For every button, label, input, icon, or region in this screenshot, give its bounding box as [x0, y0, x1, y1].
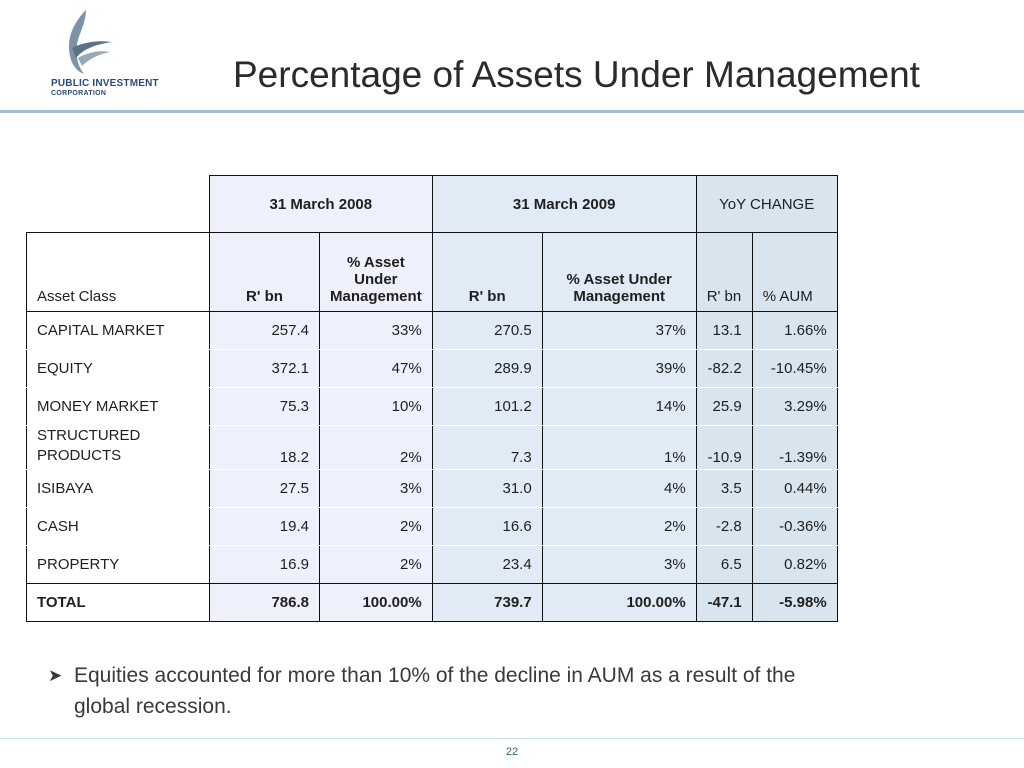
rbn-2009-cell: 7.3: [431, 425, 543, 470]
pct-yoy-cell: 0.82%: [751, 545, 838, 584]
company-logo: PUBLIC INVESTMENT CORPORATION: [26, 8, 176, 104]
table-row: PROPERTY 16.9 2% 23.4 3% 6.5 0.82%: [26, 545, 838, 584]
pct-2009-cell: 1%: [541, 425, 697, 470]
col-pct-aum-yoy: % AUM: [751, 232, 838, 312]
pct-2008-cell: 33%: [319, 311, 433, 350]
col-rbn-2008: R' bn: [209, 232, 320, 312]
asset-class-cell: ISIBAYA: [26, 469, 210, 508]
pct-2009-cell: 37%: [541, 311, 697, 350]
table-row: EQUITY 372.1 47% 289.9 39% -82.2 -10.45%: [26, 349, 838, 388]
rbn-2008-cell: 16.9: [209, 545, 320, 584]
total-rbn-yoy-cell: -47.1: [695, 583, 753, 622]
rbn-2009-cell: 23.4: [431, 545, 543, 584]
col-asset-class: Asset Class: [26, 232, 210, 312]
pct-2008-cell: 2%: [319, 425, 433, 470]
total-pct-2008-cell: 100.00%: [319, 583, 433, 622]
col-pct-aum-2008: % Asset Under Management: [319, 232, 433, 312]
pct-yoy-cell: -10.45%: [751, 349, 838, 388]
col-rbn-yoy: R' bn: [695, 232, 753, 312]
pct-yoy-cell: 1.66%: [751, 311, 838, 350]
table-row: ISIBAYA 27.5 3% 31.0 4% 3.5 0.44%: [26, 469, 838, 508]
total-rbn-2009-cell: 739.7: [431, 583, 543, 622]
pct-2009-cell: 14%: [541, 387, 697, 426]
col-rbn-2009: R' bn: [431, 232, 543, 312]
logo-swoosh-icon: [68, 10, 112, 74]
pct-2008-cell: 2%: [319, 507, 433, 546]
pct-2008-cell: 47%: [319, 349, 433, 388]
rbn-2008-cell: 257.4: [209, 311, 320, 350]
rbn-2008-cell: 18.2: [209, 425, 320, 470]
total-pct-2009-cell: 100.00%: [541, 583, 697, 622]
rbn-2009-cell: 289.9: [431, 349, 543, 388]
pct-yoy-cell: 0.44%: [751, 469, 838, 508]
yoy-change-header: YoY CHANGE: [695, 175, 838, 233]
table-period-header-row: 31 March 2008 31 March 2009 YoY CHANGE: [27, 175, 838, 233]
rbn-2009-cell: 270.5: [431, 311, 543, 350]
pct-2008-cell: 3%: [319, 469, 433, 508]
period-2008-header: 31 March 2008: [209, 175, 433, 233]
table-total-row: TOTAL 786.8 100.00% 739.7 100.00% -47.1 …: [26, 583, 838, 622]
rbn-2009-cell: 31.0: [431, 469, 543, 508]
rbn-2009-cell: 101.2: [431, 387, 543, 426]
page-title: Percentage of Assets Under Management: [233, 54, 920, 95]
rbn-yoy-cell: 25.9: [695, 387, 753, 426]
pct-2009-cell: 2%: [541, 507, 697, 546]
footer-divider: [0, 738, 1024, 739]
pct-yoy-cell: -0.36%: [751, 507, 838, 546]
table-row: CAPITAL MARKET 257.4 33% 270.5 37% 13.1 …: [26, 311, 838, 350]
rbn-2009-cell: 16.6: [431, 507, 543, 546]
total-rbn-2008-cell: 786.8: [209, 583, 320, 622]
pct-2009-cell: 39%: [541, 349, 697, 388]
pct-2008-cell: 2%: [319, 545, 433, 584]
col-pct-aum-2009: % Asset Under Management: [541, 232, 697, 312]
bullet-text: Equities accounted for more than 10% of …: [74, 664, 796, 718]
pct-2008-cell: 10%: [319, 387, 433, 426]
logo-subname: CORPORATION: [51, 90, 107, 97]
asset-class-cell: CASH: [26, 507, 210, 546]
table-row: MONEY MARKET 75.3 10% 101.2 14% 25.9 3.2…: [26, 387, 838, 426]
pct-yoy-cell: -1.39%: [751, 425, 838, 470]
aum-table: 31 March 2008 31 March 2009 YoY CHANGE A…: [26, 175, 838, 622]
total-pct-yoy-cell: -5.98%: [751, 583, 838, 622]
title-divider: [0, 110, 1024, 113]
blank-header-cell: [27, 176, 210, 233]
rbn-yoy-cell: 3.5: [695, 469, 753, 508]
pct-2009-cell: 4%: [541, 469, 697, 508]
total-label-cell: TOTAL: [26, 583, 210, 622]
pct-yoy-cell: 3.29%: [751, 387, 838, 426]
table-row: STRUCTURED PRODUCTS 18.2 2% 7.3 1% -10.9…: [26, 425, 838, 470]
asset-class-cell: EQUITY: [26, 349, 210, 388]
asset-class-cell: CAPITAL MARKET: [26, 311, 210, 350]
rbn-yoy-cell: -2.8: [695, 507, 753, 546]
rbn-yoy-cell: -10.9: [695, 425, 753, 470]
rbn-2008-cell: 75.3: [209, 387, 320, 426]
logo-name: PUBLIC INVESTMENT: [51, 78, 159, 89]
rbn-yoy-cell: 13.1: [695, 311, 753, 350]
rbn-2008-cell: 27.5: [209, 469, 320, 508]
table-column-header-row: Asset Class R' bn % Asset Under Manageme…: [26, 232, 838, 312]
rbn-yoy-cell: 6.5: [695, 545, 753, 584]
rbn-yoy-cell: -82.2: [695, 349, 753, 388]
rbn-2008-cell: 372.1: [209, 349, 320, 388]
rbn-2008-cell: 19.4: [209, 507, 320, 546]
page-number: 22: [505, 746, 519, 758]
arrow-bullet-icon: ➤: [48, 666, 63, 685]
asset-class-cell: STRUCTURED PRODUCTS: [26, 425, 210, 470]
asset-class-cell: PROPERTY: [26, 545, 210, 584]
table-row: CASH 19.4 2% 16.6 2% -2.8 -0.36%: [26, 507, 838, 546]
pct-2009-cell: 3%: [541, 545, 697, 584]
asset-class-cell: MONEY MARKET: [26, 387, 210, 426]
period-2009-header: 31 March 2009: [431, 175, 697, 233]
